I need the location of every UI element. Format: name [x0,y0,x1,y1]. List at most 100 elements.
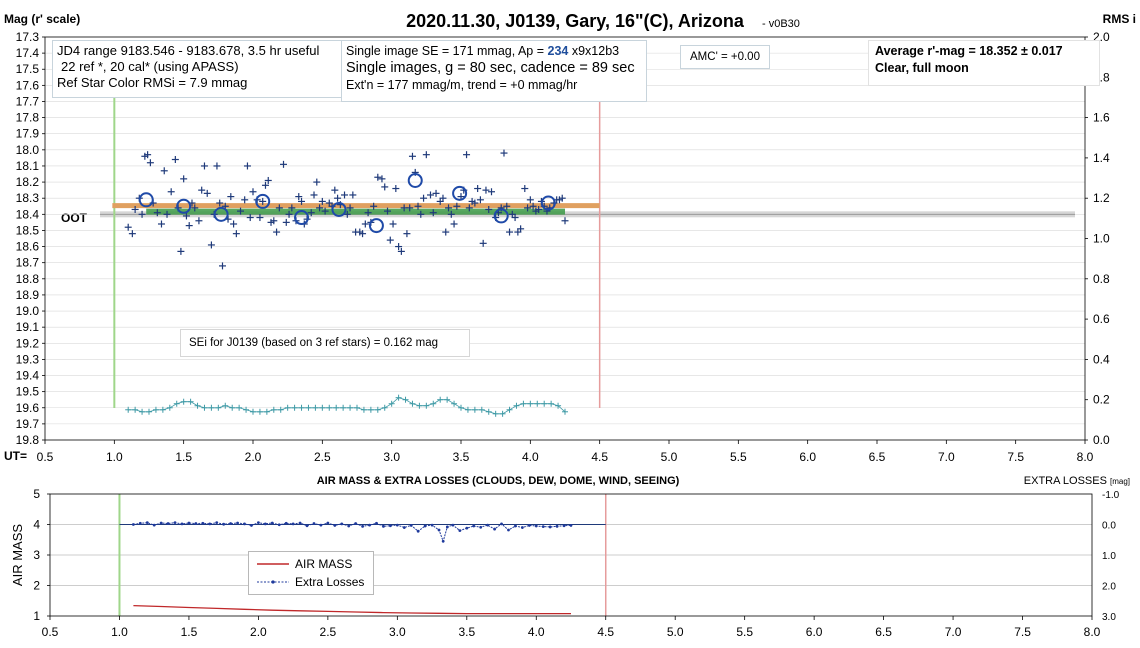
extra-losses-point-0 [131,523,135,526]
obs-point-16 [177,247,185,255]
obs-point-131 [521,185,529,193]
top-xtick-label-5.5: 5.5 [730,450,747,464]
top-ytick-label-17.4: 17.4 [16,46,40,60]
rms-point-34 [360,406,367,413]
obs-point-84 [384,207,392,215]
top-ytick-label-18.5: 18.5 [16,223,40,237]
obs-point-98 [422,151,430,159]
top-xtick-label-6.0: 6.0 [799,450,816,464]
rms-point-6 [166,404,173,411]
obs-point-28 [213,162,221,170]
extra-losses-point-58 [527,524,531,527]
obs-point-6 [144,151,152,159]
group-average-0 [138,192,154,208]
top-ytick-label-18.2: 18.2 [16,175,40,189]
obs-point-114 [471,199,479,207]
rms-point-20 [263,408,270,415]
rms-point-51 [478,406,485,413]
rms-point-21 [270,406,277,413]
obs-point-81 [374,173,382,181]
rms-point-0 [125,406,132,413]
rms-point-13 [215,404,222,411]
rms-point-12 [208,404,215,411]
rms-point-46 [444,396,451,403]
obs-point-89 [397,247,405,255]
obs-point-35 [232,230,240,238]
extra-losses-point-31 [347,524,351,528]
bottom-ytick-label-3: 3 [33,548,40,562]
group-average-1 [176,198,192,214]
top-ytick-label-19.0: 19.0 [16,304,40,318]
obs-point-111 [463,151,471,159]
obs-point-126 [506,228,514,236]
extra-losses-point-29 [333,524,337,527]
rms-point-4 [152,406,159,413]
bottom-xtick-label-3.5: 3.5 [458,625,475,639]
top-ytick-label-18.7: 18.7 [16,256,40,270]
rms-point-25 [298,404,305,411]
airmass-line [133,604,571,615]
rms-point-29 [326,404,333,411]
top-xtick-label-3.5: 3.5 [453,450,470,464]
extra-losses-point-35 [375,521,378,525]
rms-point-3 [146,408,152,415]
rms-point-55 [506,406,513,413]
obs-point-55 [295,193,303,201]
obs-point-71 [343,210,351,218]
obs-point-117 [479,239,487,247]
obs-point-0 [124,223,132,231]
extra-losses-point-33 [361,524,364,528]
obs-point-76 [359,230,367,238]
rms-point-62 [555,402,562,409]
extra-losses-point-11 [208,522,212,526]
top-ytick-label-17.6: 17.6 [16,78,40,92]
axes-layer: 17.317.417.517.617.717.817.918.018.118.2… [16,30,1120,639]
extra-losses-point-25 [305,524,309,528]
top-y2tick-label-1.4: 1.4 [1093,151,1110,165]
extra-losses-point-59 [534,524,538,528]
extra-losses-point-15 [236,521,239,525]
extra-losses-point-2 [145,521,149,525]
extra-losses-point-17 [250,524,253,527]
extra-losses-point-30 [340,522,344,526]
extra-losses-point-20 [270,521,274,525]
top-ytick-label-19.1: 19.1 [16,320,40,334]
extra-losses-point-61 [548,525,552,529]
oot-label: OOT [61,211,88,225]
extra-losses-point-64 [569,524,573,527]
top-xtick-label-5.0: 5.0 [661,450,678,464]
top-y2tick-label-0.0: 0.0 [1093,433,1110,447]
extra-losses-point-47 [451,523,455,527]
extra-losses-point-41 [416,529,420,533]
lower-y2-label: EXTRA LOSSES [mag] [1024,475,1130,487]
rms-point-63 [562,408,568,415]
obs-point-43 [259,197,267,205]
rms-point-27 [312,404,319,411]
top-y2tick-label-1.0: 1.0 [1093,232,1110,246]
rms-point-35 [367,406,374,413]
rms-point-40 [402,396,409,403]
rms-point-18 [250,408,256,415]
extra-losses-point-62 [555,524,559,528]
top-xtick-label-8.0: 8.0 [1077,450,1094,464]
obs-point-48 [273,228,281,236]
rms-point-38 [388,400,395,407]
bottom-xtick-label-7.5: 7.5 [1014,625,1031,639]
extra-losses-point-39 [402,526,406,529]
bottom-xtick-label-4.0: 4.0 [528,625,545,639]
obs-point-12 [163,210,171,218]
obs-point-29 [216,199,224,207]
extra-losses-point-43 [430,523,434,527]
extra-losses-point-34 [368,523,371,527]
obs-point-133 [526,196,534,204]
top-y2tick-label-0.6: 0.6 [1093,312,1110,326]
top-xtick-label-0.5: 0.5 [37,450,54,464]
extra-losses-point-36 [382,524,385,528]
bottom-ytick-label-4: 4 [33,518,40,532]
obs-point-108 [453,202,461,210]
series-layer [124,149,573,615]
obs-point-82 [378,175,386,183]
rms-point-23 [284,404,291,411]
extra-losses-point-1 [138,521,142,525]
rms-point-33 [354,404,360,411]
